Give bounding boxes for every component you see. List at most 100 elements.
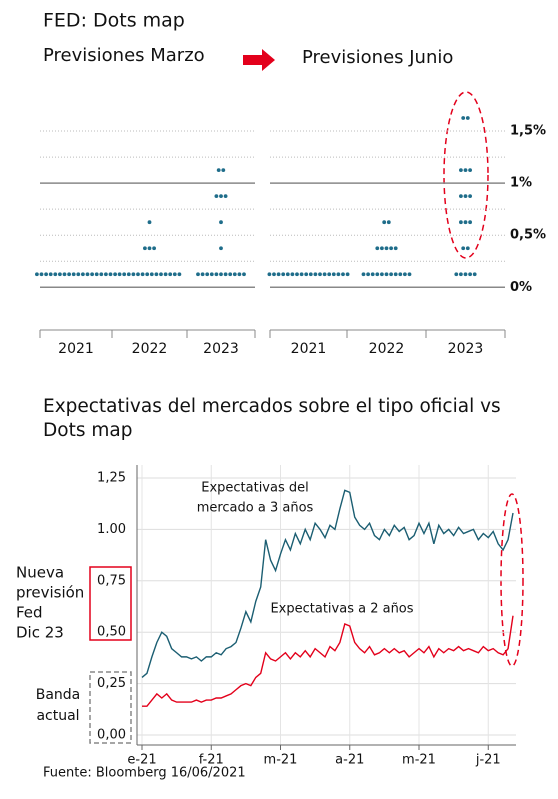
dot [463,194,468,199]
y-tick-label: 0% [510,280,532,295]
dot [459,194,463,199]
dot [341,272,345,277]
x-tick-label: m-21 [264,753,298,768]
dot [322,272,327,277]
dot [81,272,85,277]
dot [76,272,81,277]
dot [336,272,341,277]
dot [168,272,173,277]
dot [152,246,157,251]
panel-title: Previsiones Marzo [43,45,205,66]
line [142,615,514,707]
dot [232,272,237,277]
x-tick-label: 2021 [58,341,94,357]
side-label: Dic 23 [16,624,64,642]
dot [126,272,131,277]
dot [159,272,163,277]
dot [219,194,223,199]
y-tick-label: 0,00 [97,728,126,743]
dot [459,272,463,277]
dot [136,272,140,277]
dot [463,168,468,173]
dot [403,272,407,277]
dot [468,272,472,277]
dot [366,272,370,277]
dot [228,272,233,277]
legend-label: Expectativas a 2 años [270,602,413,617]
dot [216,168,221,173]
dot [384,272,389,277]
y-tick-label: 0,50 [97,625,126,640]
dot [276,272,281,277]
y-tick-label: 0,75 [97,573,126,588]
dot [382,220,387,225]
x-tick-label: j-21 [475,753,501,768]
dot [472,272,477,277]
dot [384,246,389,251]
dot [44,272,48,277]
dot [219,272,223,277]
dot [219,220,223,225]
band-box [89,671,132,744]
dot [308,272,313,277]
dot [117,272,122,277]
dot [163,272,168,277]
dot [295,272,299,277]
dot [304,272,309,277]
dot [223,194,228,199]
dot [468,220,472,225]
dot [131,272,136,277]
dot [380,272,384,277]
dot [104,272,108,277]
dot [223,272,228,277]
dot [214,194,219,199]
dot [461,116,466,120]
dot [398,272,403,277]
dot [205,272,210,277]
dot [281,272,286,277]
dot [393,246,398,251]
dot [113,272,117,277]
dot [242,272,246,277]
dot [35,272,39,277]
dot [149,272,154,277]
x-tick-label: f-21 [199,753,224,768]
dot [461,246,466,251]
dot [407,272,412,277]
dot [389,272,393,277]
x-tick-label: m-21 [402,753,436,768]
chart-title: Expectativas del mercados sobre el tipo … [43,396,501,417]
dot [145,272,150,277]
x-tick-label: 2023 [448,341,484,357]
dot [327,272,332,277]
dot [48,272,53,277]
side-label: previsión [16,584,84,602]
dot [172,272,177,277]
dot [196,272,200,277]
x-tick-label: a-21 [335,753,364,768]
panel-title: Previsiones Junio [302,47,453,68]
dot [393,272,398,277]
dot [154,272,159,277]
dot [290,272,295,277]
dot [53,272,58,277]
dot [459,168,463,173]
dot [99,272,104,277]
dot [140,272,145,277]
highlight-ellipse [443,91,489,259]
dot [463,272,468,277]
dot [90,272,94,277]
dot [62,272,67,277]
highlight-box [89,566,132,641]
source: Fuente: Bloomberg 16/06/2021 [43,766,246,781]
dot [108,272,113,277]
dot [375,272,380,277]
dot [147,220,152,225]
highlight-ellipse [500,493,524,667]
x-tick-label: 2022 [132,341,168,357]
dot [147,246,152,251]
dot [209,272,214,277]
dot [370,272,375,277]
arrow [243,49,275,71]
